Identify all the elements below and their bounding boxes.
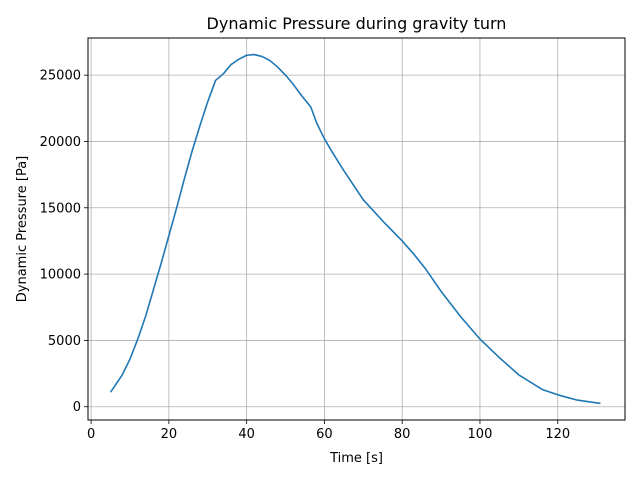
y-axis-label: Dynamic Pressure [Pa]	[15, 156, 30, 302]
x-tick-label: 20	[161, 427, 178, 442]
y-tick-label: 0	[73, 400, 81, 415]
x-tick-label: 80	[394, 427, 411, 442]
y-tick-label: 20000	[40, 135, 81, 150]
x-tick-label: 60	[316, 427, 333, 442]
grid-lines	[88, 38, 625, 420]
y-tick-label: 5000	[48, 334, 81, 349]
ticks-layer: 0 20 40 60 80 100 120 0 5000 10000 15000 20000 25000	[40, 69, 571, 442]
series-line	[109, 53, 601, 405]
series-layer	[109, 53, 601, 405]
y-tick-label: 10000	[40, 268, 81, 283]
axes-frame	[87, 37, 626, 421]
y-tick-label: 15000	[40, 201, 81, 216]
x-tick-label: 40	[238, 427, 255, 442]
x-tick-label: 100	[468, 427, 493, 442]
x-axis-label: Time [s]	[329, 451, 383, 466]
x-tick-label: 120	[545, 427, 570, 442]
chart-title: Dynamic Pressure during gravity turn	[207, 14, 507, 33]
x-tick-label: 0	[87, 427, 95, 442]
y-tick-label: 25000	[40, 69, 81, 84]
